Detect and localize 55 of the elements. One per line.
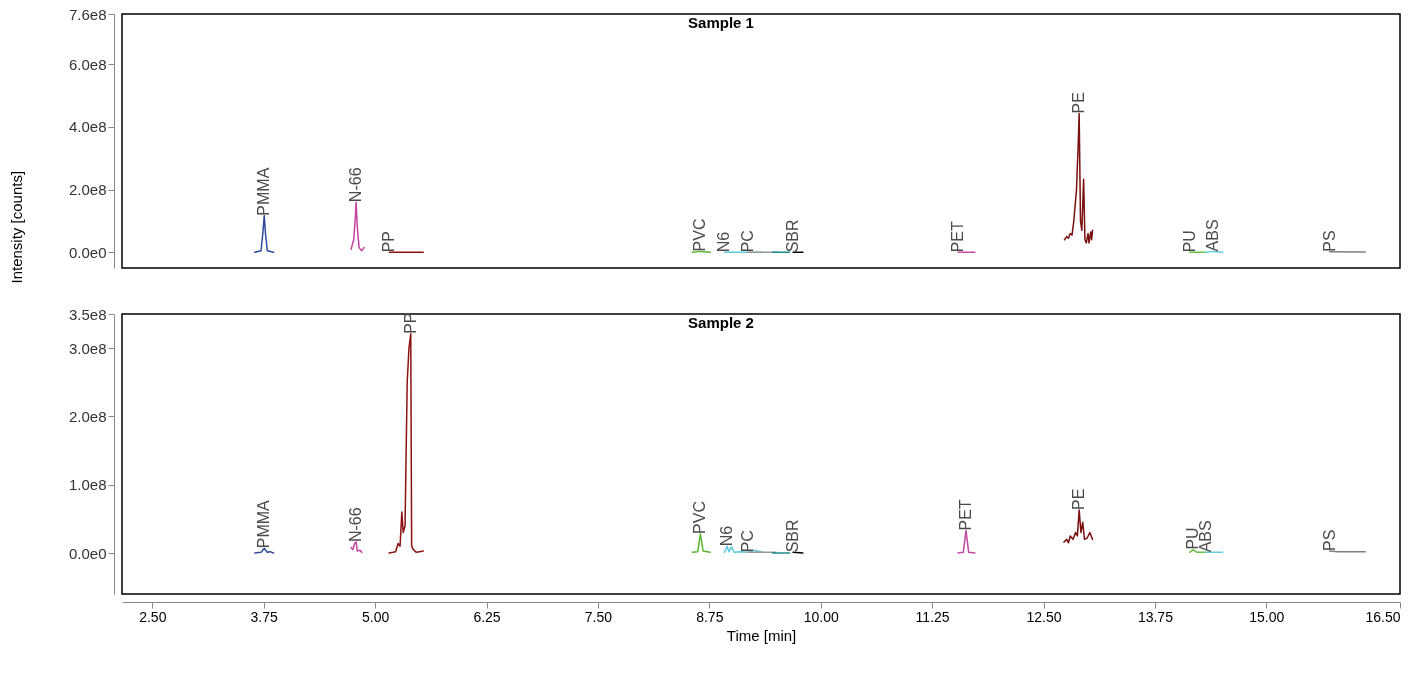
x-tick-label: 2.50	[139, 608, 167, 625]
text: PET	[948, 220, 966, 253]
x-tick-label: 16.50	[1365, 608, 1401, 625]
y-tick-label: 1.0e8	[68, 476, 107, 494]
text: ABS	[1203, 219, 1221, 252]
text: SBR	[784, 519, 802, 553]
line-series	[1063, 509, 1094, 544]
y-tick-label: 3.0e8	[68, 339, 107, 357]
text: PP	[380, 230, 398, 253]
line-series	[691, 533, 711, 554]
text: N-66	[347, 167, 365, 203]
x-tick-label: 3.75	[250, 608, 279, 625]
line-series	[388, 333, 424, 554]
x-tick-label: 7.50	[584, 608, 613, 625]
text: PC	[738, 530, 756, 553]
x-tick-label: 5.00	[361, 608, 390, 625]
y-tick-label: 3.5e8	[68, 305, 107, 323]
text: PMMA	[255, 499, 273, 549]
text: PE	[1070, 488, 1088, 510]
x-tick-label: 8.75	[696, 608, 724, 625]
text: PC	[738, 230, 756, 253]
chart-title: Sample 2	[688, 314, 754, 331]
text: N6	[715, 231, 733, 253]
line-series	[254, 214, 275, 254]
x-tick-label: 13.75	[1137, 608, 1174, 625]
text: N6	[718, 525, 736, 547]
y-tick-label: 0.0e0	[68, 544, 107, 562]
y-tick-label: 4.0e8	[68, 118, 107, 136]
line-series	[1063, 112, 1094, 244]
y-tick-label: 2.0e8	[68, 407, 107, 425]
text: PVC	[691, 218, 709, 252]
text: PET	[956, 499, 974, 531]
x-tick-label: 15.00	[1249, 608, 1285, 625]
line-series	[350, 201, 365, 252]
text: PE	[1070, 92, 1088, 114]
text: PP	[401, 312, 419, 334]
text: SBR	[784, 219, 802, 253]
text: PMMA	[255, 167, 273, 216]
x-tick-label: 12.50	[1026, 608, 1062, 625]
text: N-66	[347, 507, 365, 543]
text: PS	[1320, 529, 1338, 551]
y-tick-label: 2.0e8	[68, 181, 107, 199]
y-tick-label: 6.0e8	[68, 55, 107, 73]
text: PVC	[691, 501, 709, 534]
x-tick-label: 6.25	[473, 608, 501, 625]
x-axis-title: Time [min]	[726, 626, 797, 644]
x-tick-label: 10.00	[803, 608, 839, 625]
line-series	[350, 541, 363, 554]
text: PS	[1320, 230, 1338, 252]
y-tick-label: 0.0e0	[68, 243, 107, 261]
text: PU	[1180, 230, 1198, 253]
chart-title: Sample 1	[688, 14, 754, 31]
y-tick-label: 7.6e8	[68, 5, 107, 23]
x-tick-label: 11.25	[915, 608, 950, 625]
y-axis-title: Intensity [counts]	[7, 170, 25, 284]
